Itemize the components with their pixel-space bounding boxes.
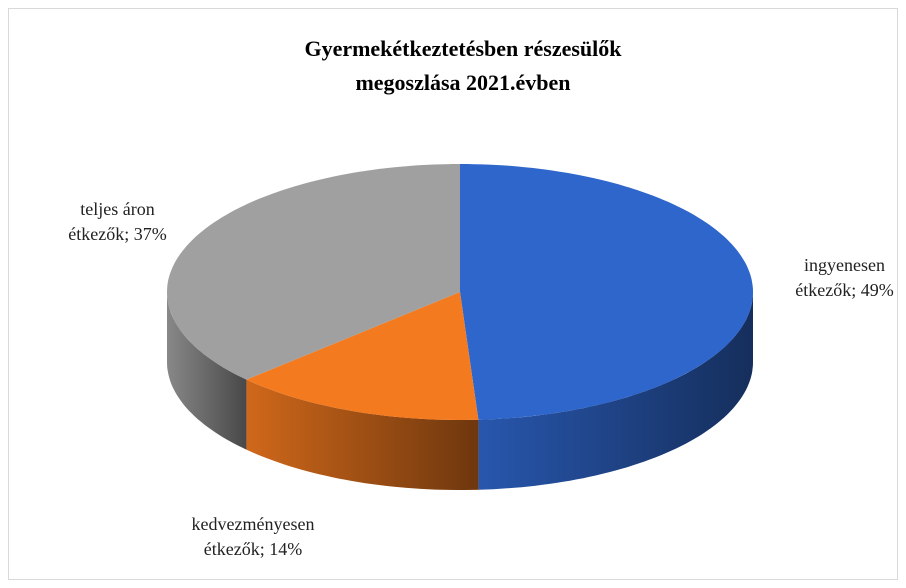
data-label: ingyenesen étkezők; 49% xyxy=(795,255,894,300)
slice-side-shade xyxy=(167,292,247,450)
data-label: teljes áron étkezők; 37% xyxy=(68,199,167,244)
pie-slice xyxy=(246,292,479,420)
pie-slice xyxy=(460,164,753,420)
slice-side-shade xyxy=(478,292,753,490)
chart-title: Gyermekétkeztetésben részesülők megoszlá… xyxy=(304,36,622,95)
pie-slice xyxy=(167,164,460,380)
slice-side-shade xyxy=(246,379,479,490)
data-label: kedvezményesen étkezők; 14% xyxy=(191,514,315,559)
